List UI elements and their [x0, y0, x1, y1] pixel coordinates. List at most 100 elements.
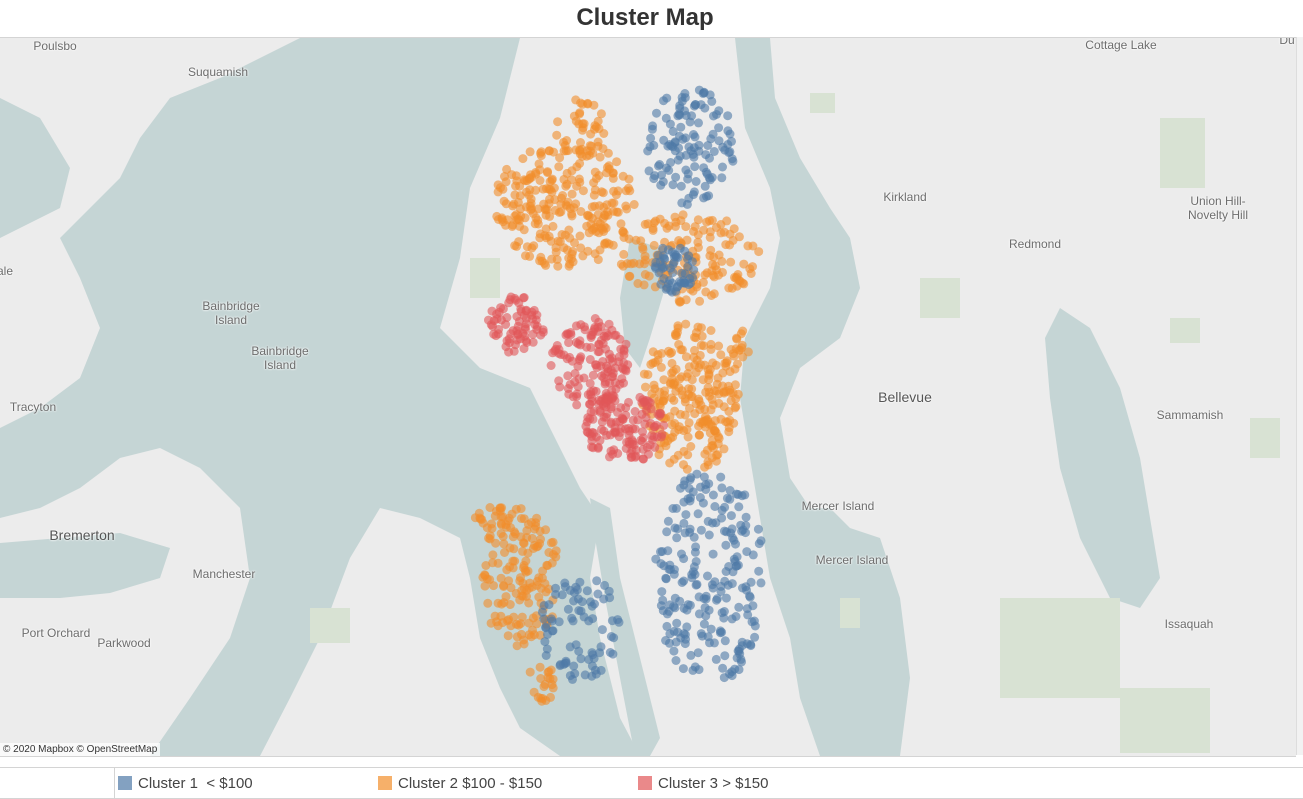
cluster2-point	[517, 612, 527, 622]
cluster2-point	[678, 210, 688, 220]
cluster1-point	[597, 625, 607, 635]
cluster-map[interactable]: Poulsbo Suquamish Cottage Lake Du Kirkla…	[0, 37, 1296, 757]
cluster2-point	[656, 362, 666, 372]
cluster1-point	[708, 490, 718, 500]
cluster1-point	[704, 530, 714, 540]
cluster2-point	[711, 223, 721, 232]
cluster1-point	[656, 547, 665, 557]
map-scrollbar[interactable]	[1296, 37, 1303, 755]
cluster1-point	[693, 509, 703, 519]
cluster3-point	[555, 382, 565, 392]
cluster2-point	[721, 240, 731, 250]
legend-item-cluster-1[interactable]: Cluster 1 < $100	[118, 768, 253, 798]
cluster1-point	[659, 274, 669, 284]
cluster1-point	[720, 636, 730, 646]
cluster2-point	[501, 177, 511, 187]
cluster2-point	[618, 171, 628, 181]
cluster1-point	[663, 141, 673, 151]
cluster1-point	[670, 593, 680, 603]
cluster2-point	[481, 561, 491, 570]
cluster1-point	[703, 571, 712, 581]
cluster2-point	[516, 514, 526, 523]
cluster3-point	[528, 337, 538, 347]
cluster3-point	[488, 321, 498, 331]
cluster2-point	[490, 611, 500, 621]
cluster1-point	[710, 502, 720, 511]
cluster2-point	[636, 236, 646, 246]
cluster1-point	[681, 111, 691, 120]
map-title: Cluster Map	[576, 4, 714, 31]
cluster1-point	[703, 141, 713, 150]
cluster2-point	[671, 217, 681, 227]
cluster1-point	[672, 533, 682, 543]
cluster1-point	[699, 472, 709, 482]
cluster1-point	[671, 637, 681, 647]
cluster3-point	[586, 331, 596, 340]
cluster3-point	[630, 407, 640, 416]
west-inlet-water	[0, 98, 70, 238]
cluster3-point	[565, 380, 575, 389]
cluster2-point	[499, 582, 509, 591]
map-attribution[interactable]: © 2020 Mapbox © OpenStreetMap	[0, 743, 161, 756]
cluster2-point	[541, 260, 551, 270]
cluster3-point	[637, 409, 647, 419]
cluster2-point	[522, 592, 531, 601]
cluster3-point	[585, 379, 595, 388]
cluster2-point	[561, 146, 571, 156]
cluster2-point	[583, 210, 593, 220]
place-label-mercer-island-1: Mercer Island	[801, 499, 875, 513]
cluster1-point	[733, 560, 743, 570]
cluster1-point	[727, 136, 736, 146]
cluster3-point	[498, 304, 508, 314]
cluster2-point	[510, 529, 520, 539]
cluster3-point	[601, 344, 610, 354]
cluster2-point	[478, 572, 488, 582]
map-canvas[interactable]	[0, 38, 1296, 756]
cluster3-point	[564, 338, 574, 348]
cluster2-point	[489, 581, 498, 591]
cluster1-point	[688, 567, 698, 577]
cluster2-point	[576, 138, 585, 147]
legend-item-cluster-3[interactable]: Cluster 3 > $150	[638, 768, 769, 798]
cluster2-point	[552, 130, 562, 140]
cluster2-point	[505, 543, 515, 553]
lake-sammamish-water	[1045, 308, 1160, 608]
cluster2-point	[647, 389, 657, 399]
cluster2-point	[518, 546, 527, 556]
cluster2-point	[542, 184, 551, 194]
cluster3-point	[502, 313, 512, 322]
place-label-bainbridge-island-2: Bainbridge Island	[251, 344, 309, 372]
cluster3-point	[599, 373, 609, 383]
cluster2-point	[531, 168, 541, 177]
legend-item-cluster-2[interactable]: Cluster 2 $100 - $150	[378, 768, 542, 798]
cluster1-point	[668, 504, 678, 513]
cluster2-point	[716, 350, 726, 360]
cluster1-point	[707, 580, 717, 590]
cluster3-point	[528, 314, 537, 324]
cluster3-point	[618, 364, 628, 374]
cluster2-point	[616, 219, 626, 229]
cluster1-point	[708, 129, 718, 139]
cluster2-point	[754, 247, 764, 257]
cluster2-point	[695, 296, 705, 306]
cluster3-point	[529, 305, 539, 315]
cluster3-point	[646, 404, 656, 414]
cluster1-point	[699, 619, 709, 629]
cluster2-point	[587, 225, 597, 235]
cluster2-point	[667, 420, 677, 430]
cluster2-point	[510, 556, 520, 566]
cluster1-point	[705, 175, 715, 185]
cluster2-point	[596, 109, 606, 119]
place-label-manchester: Manchester	[192, 567, 256, 581]
cluster2-point	[602, 162, 612, 172]
cluster2-point	[670, 406, 680, 416]
cluster1-point	[691, 542, 701, 552]
cluster3-point	[590, 314, 600, 323]
cluster1-point	[701, 594, 711, 604]
cluster1-point	[709, 147, 719, 156]
cluster1-point	[756, 578, 766, 588]
place-label-port-orchard: Port Orchard	[21, 626, 91, 640]
cluster2-point	[724, 283, 734, 293]
cluster2-point	[618, 226, 628, 236]
cluster2-point	[541, 224, 551, 234]
